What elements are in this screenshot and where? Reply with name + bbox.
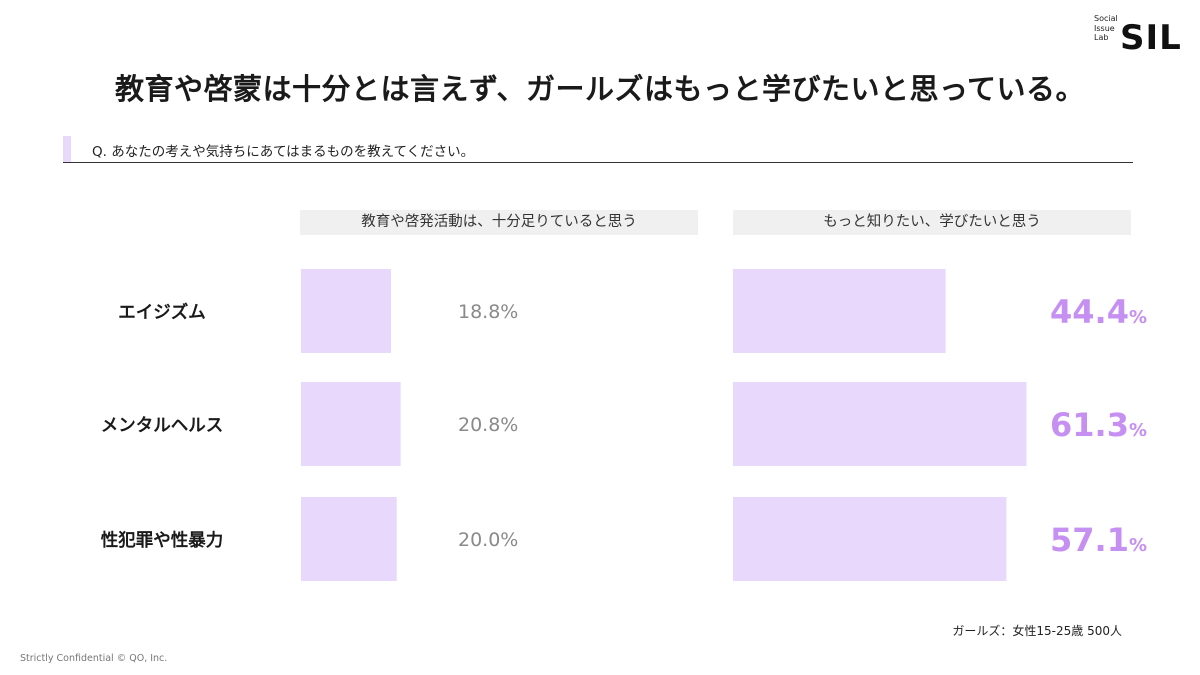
category-label: 性犯罪や性暴力 [101,530,224,551]
bar-want-to-learn [733,382,1027,466]
data-label-unit: % [1129,535,1147,556]
data-label-value: 61.3 [1050,406,1129,444]
logo-line-social: Social [1094,14,1118,23]
data-label-sufficient: 18.8% [458,301,518,323]
bar-sufficient [301,269,392,353]
data-label-want-to-learn: 57.1% [1050,521,1147,559]
data-label-want-to-learn: 61.3% [1050,406,1147,444]
category-label: メンタルヘルス [101,416,224,436]
bar-sufficient [301,497,397,581]
data-label-sufficient: 20.8% [458,414,518,436]
data-label-unit: % [1129,420,1147,441]
bar-want-to-learn [733,269,946,353]
logo-line-lab: Lab [1094,33,1109,42]
page-title: 教育や啓蒙は十分とは言えず、ガールズはもっと学びたいと思っている。 [114,72,1086,106]
logo-big-text: SIL [1120,18,1182,58]
logo-line-issue: Issue [1094,23,1115,33]
bar-sufficient [301,382,401,466]
question-text: Q. あなたの考えや気持ちにあてはまるものを教えてください。 [92,144,475,160]
data-label-want-to-learn: 44.4% [1050,293,1147,331]
column-header-want-to-learn: もっと知りたい、学びたいと思う [733,210,1131,235]
sil-logo: Social Issue Lab SIL [1094,14,1181,58]
data-label-unit: % [1129,307,1147,328]
copyright: Strictly Confidential © QO, Inc. [20,653,168,664]
data-label-sufficient: 20.0% [458,529,518,551]
column-header-sufficient: 教育や啓発活動は、十分足りていると思う [300,210,698,235]
question-accent-bar [63,136,71,162]
category-label: エイジズム [118,302,206,323]
footnote: ガールズ：女性15-25歳 500人 [952,624,1122,638]
question-divider [63,162,1133,163]
logo-small-text: Social Issue Lab [1094,14,1118,43]
data-label-value: 57.1 [1050,521,1129,559]
bar-want-to-learn [733,497,1007,581]
data-label-value: 44.4 [1050,293,1129,331]
